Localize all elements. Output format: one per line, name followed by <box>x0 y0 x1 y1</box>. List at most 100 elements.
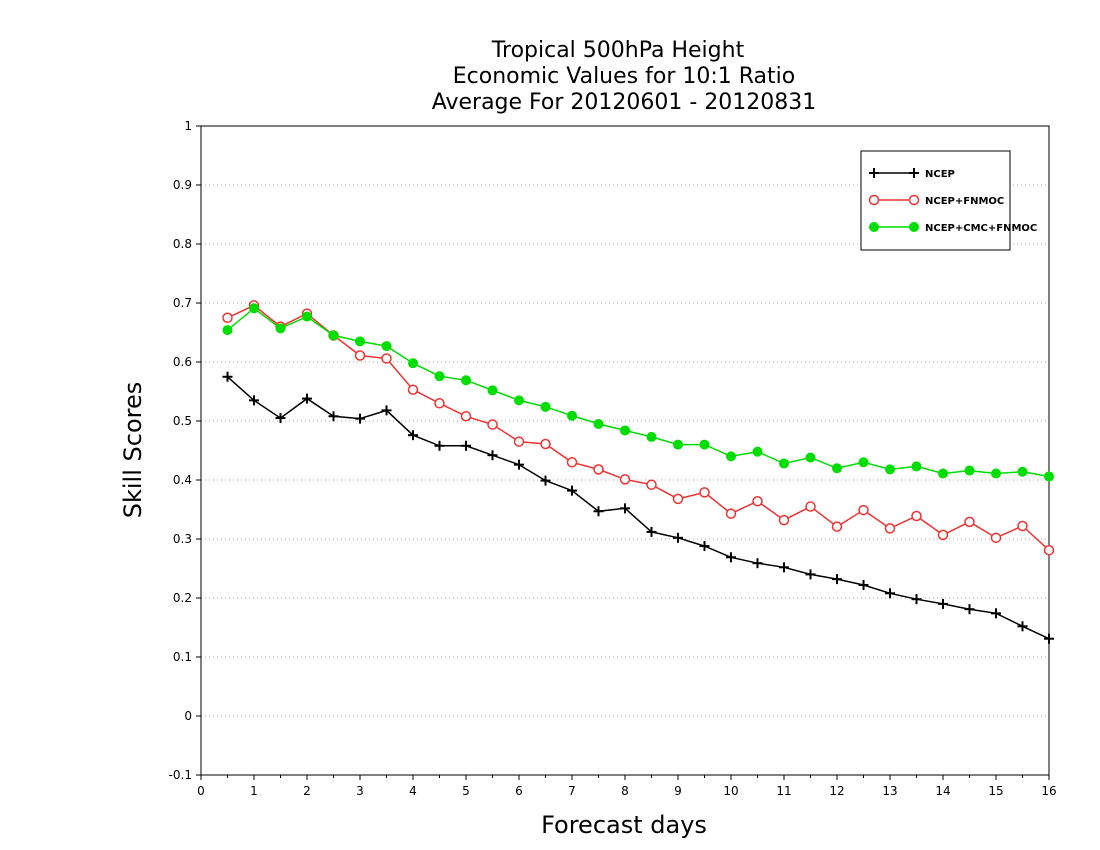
x-tick-label: 3 <box>356 784 364 798</box>
data-point <box>513 436 525 447</box>
data-point <box>964 516 975 528</box>
y-axis-label: Skill Scores <box>119 382 147 519</box>
legend-label: NCEP+FNMOC <box>925 196 1004 207</box>
data-point <box>991 608 1001 619</box>
data-point <box>302 393 312 404</box>
data-point <box>593 506 604 517</box>
data-point <box>1017 621 1028 632</box>
data-point <box>858 580 869 591</box>
series-ncep-fnmoc <box>222 300 1055 556</box>
y-tick-label: -0.1 <box>169 768 192 782</box>
data-point <box>858 504 869 516</box>
legend-marker-start <box>869 222 879 232</box>
chart-title-line-2: Economic Values for 10:1 Ratio <box>453 64 795 89</box>
x-tick-label: 16 <box>1041 784 1056 798</box>
grid-lines <box>201 184 1049 717</box>
series-ncep-cmc-fnmoc <box>222 303 1054 482</box>
x-tick-label: 13 <box>882 784 897 798</box>
x-tick-label: 14 <box>935 784 950 798</box>
data-point <box>566 457 578 468</box>
data-point <box>620 425 630 436</box>
legend-marker-end <box>909 222 919 232</box>
legend-item: NCEP+FNMOC <box>868 194 1004 207</box>
data-point <box>726 451 736 462</box>
data-point <box>434 398 445 409</box>
data-point <box>355 336 365 347</box>
y-tick-label: 0.2 <box>173 591 192 605</box>
y-tick-label: 0.8 <box>173 237 192 251</box>
legend-label: NCEP+CMC+FNMOC <box>925 223 1037 234</box>
data-point <box>408 430 418 441</box>
data-point <box>672 493 684 505</box>
series-line <box>227 376 1050 640</box>
data-point <box>540 475 551 486</box>
x-tick-label: 15 <box>988 784 1003 798</box>
legend-item: NCEP <box>869 168 955 180</box>
data-point <box>461 440 471 451</box>
data-point <box>646 479 657 490</box>
data-point <box>938 598 948 609</box>
data-point <box>487 385 498 396</box>
data-point <box>725 508 737 519</box>
data-point <box>805 569 816 580</box>
y-tick-label: 0.4 <box>173 473 192 487</box>
series-line <box>227 304 1050 551</box>
series-layer <box>222 300 1055 644</box>
data-point <box>964 604 975 615</box>
series-line <box>227 307 1050 478</box>
data-point <box>805 452 816 463</box>
data-point <box>593 418 604 429</box>
legend-marker-start <box>868 194 880 206</box>
data-point <box>911 510 922 522</box>
data-point <box>249 303 259 314</box>
data-point <box>646 526 657 537</box>
data-point <box>752 495 763 507</box>
data-point <box>1043 544 1055 556</box>
data-point <box>619 474 631 485</box>
data-point <box>354 350 366 361</box>
data-point <box>1044 471 1054 482</box>
x-tick-label: 10 <box>723 784 738 798</box>
x-tick-label: 11 <box>776 784 791 798</box>
data-point <box>275 323 286 334</box>
data-point <box>302 311 312 322</box>
data-point <box>885 588 895 599</box>
legend-marker-end <box>909 168 919 178</box>
data-point <box>434 440 445 451</box>
data-point <box>673 439 683 450</box>
data-point <box>1044 633 1054 644</box>
data-point <box>832 463 842 474</box>
data-point <box>858 457 869 468</box>
y-tick-label: 0.3 <box>173 532 192 546</box>
data-point <box>381 353 392 364</box>
y-tick-label: 0.6 <box>173 355 192 369</box>
x-tick-label: 8 <box>621 784 629 798</box>
x-tick-label: 12 <box>829 784 844 798</box>
data-point <box>1017 466 1028 477</box>
y-tick-label: 0.1 <box>173 650 192 664</box>
data-point <box>275 413 286 424</box>
data-point <box>355 413 365 424</box>
data-point <box>884 523 896 534</box>
data-point <box>779 458 789 469</box>
x-tick-label: 2 <box>303 784 311 798</box>
x-axis-label: Forecast days <box>541 811 707 839</box>
x-tick-label: 0 <box>197 784 205 798</box>
data-point <box>938 468 948 479</box>
data-point <box>249 395 259 406</box>
data-point <box>885 464 895 475</box>
data-point <box>964 465 975 476</box>
data-point <box>991 468 1001 479</box>
data-point <box>778 514 790 526</box>
data-point <box>222 371 233 382</box>
data-point <box>514 395 524 406</box>
data-point <box>911 594 922 605</box>
series-ncep <box>222 371 1054 644</box>
data-point <box>407 384 419 395</box>
legend-marker-end <box>908 194 920 206</box>
data-point <box>487 450 498 461</box>
data-point <box>699 487 710 498</box>
data-point <box>408 358 418 369</box>
y-tick-label: 0.7 <box>173 296 192 310</box>
